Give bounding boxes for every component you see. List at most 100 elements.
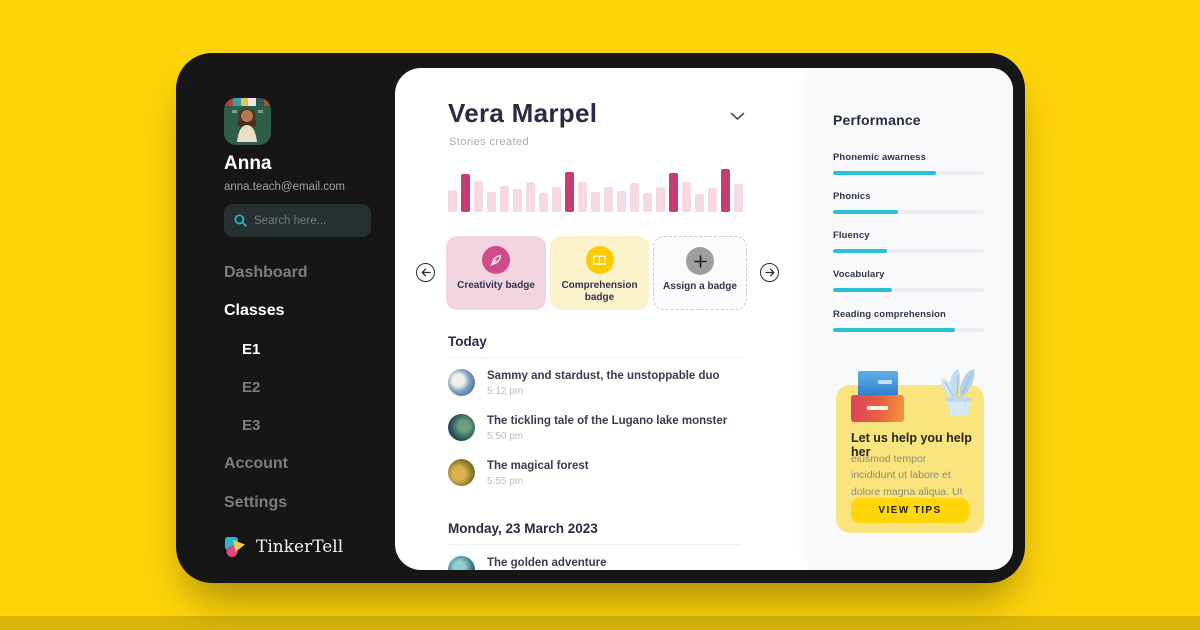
badges-prev-button[interactable]: [416, 263, 435, 282]
tinkertell-logo-icon: [224, 535, 247, 558]
story-title: The tickling tale of the Lugano lake mon…: [487, 415, 728, 427]
chart-bar: [500, 186, 509, 212]
progress-track: [833, 210, 984, 214]
skill-label: Phonemic awarness: [833, 152, 927, 163]
chart-bar: [591, 192, 600, 212]
sidebar-item-classes[interactable]: Classes: [224, 302, 285, 319]
badges-next-button[interactable]: [760, 263, 779, 282]
sidebar-item-e1[interactable]: E1: [242, 341, 261, 358]
skill-label: Vocabulary: [833, 269, 885, 280]
progress-fill: [833, 328, 956, 332]
story-title: The golden adventure: [487, 557, 607, 569]
chart-bar: [656, 187, 665, 212]
badge-label: Comprehension badge: [561, 280, 638, 303]
chart-bar: [513, 189, 522, 212]
sidebar-item-dashboard[interactable]: Dashboard: [224, 264, 308, 281]
story-thumbnail: [448, 414, 475, 441]
stories-bar-chart: [448, 168, 748, 212]
teacher-avatar[interactable]: [224, 98, 271, 145]
student-name-dropdown[interactable]: Vera Marpel: [448, 98, 598, 128]
badge-label: Creativity badge: [457, 280, 535, 291]
help-card-title: Let us help you help her: [851, 431, 972, 459]
performance-title: Performance: [833, 112, 921, 128]
chart-bar: [578, 182, 587, 212]
user-name: Anna: [224, 153, 272, 174]
progress-track: [833, 171, 984, 175]
help-card: Let us help you help her eiusmod tempor …: [836, 369, 984, 533]
view-tips-button[interactable]: VIEW TIPS: [851, 498, 969, 523]
progress-track: [833, 288, 984, 292]
chart-bar: [474, 181, 483, 212]
skill-vocabulary: Vocabulary: [833, 269, 984, 292]
mailbox-illustration: [851, 395, 904, 422]
chart-bar: [487, 192, 496, 212]
chart-bar-highlighted: [565, 172, 574, 212]
progress-track: [833, 249, 984, 253]
story-row[interactable]: The golden adventure: [448, 556, 748, 570]
open-book-icon: [585, 246, 614, 274]
story-thumbnail: [448, 369, 475, 396]
section-header-monday: Monday, 23 March 2023: [448, 521, 598, 536]
progress-fill: [833, 249, 888, 253]
story-time: 5:50 pm: [487, 431, 524, 442]
story-title: The magical forest: [487, 460, 589, 472]
progress-fill: [833, 210, 898, 214]
creativity-badge-card[interactable]: Creativity badge: [446, 236, 546, 310]
divider: [448, 544, 741, 545]
badges-row: Creativity badge Comprehension badge: [446, 236, 747, 310]
app-logo[interactable]: TinkerTell: [224, 535, 343, 558]
device-frame: Anna anna.teach@email.com Dashboard Clas…: [176, 53, 1025, 583]
chart-bar: [448, 190, 457, 212]
chart-bar-highlighted: [461, 174, 470, 212]
search-icon: [234, 214, 247, 227]
chart-bar-highlighted: [721, 169, 730, 212]
skill-reading-comprehension: Reading comprehension: [833, 309, 984, 332]
skill-phonemic-awareness: Phonemic awarness: [833, 152, 984, 175]
chevron-down-icon[interactable]: [730, 108, 745, 126]
story-row[interactable]: The magical forest 5:55 pm: [448, 459, 748, 487]
chart-bar: [682, 182, 691, 212]
sidebar-item-e2[interactable]: E2: [242, 379, 261, 396]
story-thumbnail: [448, 459, 475, 486]
story-time: 5:12 pm: [487, 386, 524, 397]
app-logo-text: TinkerTell: [256, 536, 344, 557]
chart-bar: [708, 188, 717, 212]
mailbox-illustration: [858, 371, 898, 397]
background-shadow-band: [0, 616, 1200, 630]
chart-bar-highlighted: [669, 173, 678, 212]
divider: [448, 357, 741, 358]
comprehension-badge-card[interactable]: Comprehension badge: [550, 236, 649, 310]
skill-label: Fluency: [833, 230, 870, 241]
chart-bar: [695, 194, 704, 212]
sidebar-item-settings[interactable]: Settings: [224, 494, 288, 511]
story-row[interactable]: The tickling tale of the Lugano lake mon…: [448, 414, 748, 442]
story-time: 5:55 pm: [487, 476, 524, 487]
story-row[interactable]: Sammy and stardust, the unstoppable duo …: [448, 369, 748, 397]
assign-badge-card[interactable]: Assign a badge: [653, 236, 747, 310]
feather-icon: [482, 246, 510, 274]
skill-fluency: Fluency: [833, 230, 984, 253]
story-thumbnail: [448, 556, 475, 570]
sidebar-item-e3[interactable]: E3: [242, 417, 261, 434]
performance-panel: Performance Phonemic awarness Phonics Fl…: [808, 68, 1013, 570]
app-screen: Vera Marpel Stories created Creativi: [395, 68, 1013, 570]
story-title: Sammy and stardust, the unstoppable duo: [487, 370, 720, 382]
badge-label: Assign a badge: [663, 281, 737, 292]
progress-track: [833, 328, 984, 332]
chart-bar: [630, 183, 639, 212]
skill-label: Reading comprehension: [833, 309, 946, 320]
chart-bar: [604, 187, 613, 212]
progress-fill: [833, 171, 936, 175]
chart-bar: [526, 182, 535, 212]
plus-icon: [686, 247, 714, 275]
search-input[interactable]: [254, 214, 354, 227]
chart-bar: [539, 193, 548, 212]
chart-bar: [617, 191, 626, 212]
sidebar-item-account[interactable]: Account: [224, 455, 288, 472]
search-box[interactable]: [224, 204, 371, 237]
progress-fill: [833, 288, 892, 292]
plant-illustration: [938, 361, 982, 424]
chart-label: Stories created: [449, 136, 529, 148]
user-email: anna.teach@email.com: [224, 181, 345, 193]
skill-phonics: Phonics: [833, 191, 984, 214]
